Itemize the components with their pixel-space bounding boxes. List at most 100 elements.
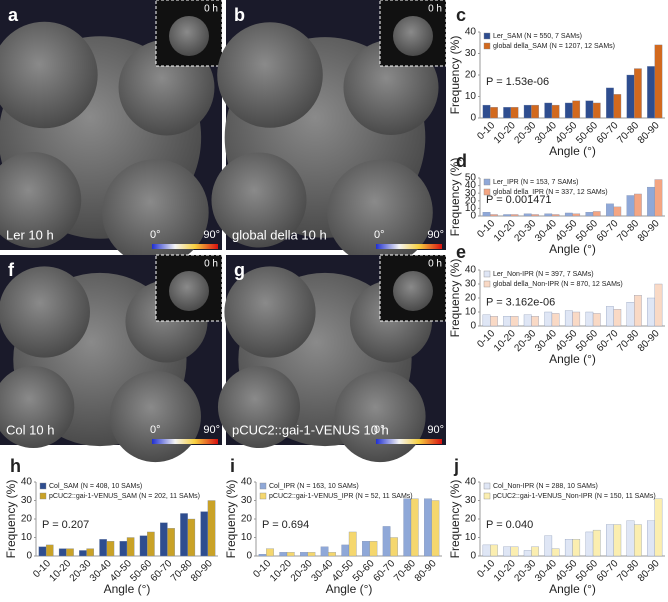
scale-max: 90° xyxy=(427,424,444,436)
x-tick-label: 50-60 xyxy=(574,558,600,584)
bar xyxy=(258,554,267,557)
bar xyxy=(654,179,663,217)
bar xyxy=(544,213,553,217)
annotation: P = 0.694 xyxy=(262,519,309,531)
bar xyxy=(410,498,419,557)
bar xyxy=(490,544,498,557)
bar xyxy=(572,213,581,217)
scale-min: 0° xyxy=(150,424,161,436)
bar xyxy=(647,520,655,557)
bar xyxy=(544,311,553,327)
bar xyxy=(119,541,128,557)
panel-letter: h xyxy=(10,456,21,476)
bar xyxy=(585,311,594,327)
bar xyxy=(564,539,573,557)
bar xyxy=(564,310,573,327)
bar xyxy=(160,522,168,557)
bar xyxy=(654,498,663,557)
y-tick-label: 50 xyxy=(465,173,477,184)
bar xyxy=(490,107,498,119)
x-tick-label: 70-80 xyxy=(169,558,195,584)
color-bar xyxy=(376,439,442,444)
y-axis-label: Frequency (%) xyxy=(4,480,18,559)
x-tick-label: 70-80 xyxy=(615,120,641,146)
x-tick-label: 50-60 xyxy=(574,120,600,146)
bar xyxy=(544,102,553,119)
y-tick-label: 0 xyxy=(470,211,476,222)
legend-swatch xyxy=(483,482,491,490)
x-tick-label: 10-20 xyxy=(492,558,518,584)
x-axis-label: Angle (°) xyxy=(549,582,596,596)
x-axis-label: Angle (°) xyxy=(549,144,596,158)
x-tick-label: 70-80 xyxy=(615,218,641,244)
x-tick-label: 60-70 xyxy=(595,120,621,146)
x-tick-label: 70-80 xyxy=(615,558,641,584)
inset-tissue xyxy=(169,16,209,56)
bar xyxy=(510,546,519,557)
y-tick-label: 40 xyxy=(465,27,477,38)
x-tick-label: 40-50 xyxy=(108,558,134,584)
y-tick-label: 30 xyxy=(465,188,477,199)
bar xyxy=(341,544,350,557)
inset-label: 0 h xyxy=(428,259,442,270)
y-axis-label: Frequency (%) xyxy=(448,259,462,338)
bar xyxy=(86,548,94,557)
bar xyxy=(482,314,491,327)
bar xyxy=(585,531,594,557)
x-tick-label: 40-50 xyxy=(330,558,356,584)
bar xyxy=(544,535,553,557)
scale-min: 0° xyxy=(374,424,385,436)
x-tick-label: 80-90 xyxy=(636,558,662,584)
color-bar xyxy=(152,244,218,249)
x-axis-label: Angle (°) xyxy=(549,352,596,366)
panel-letter: g xyxy=(234,260,245,280)
scale-min: 0° xyxy=(150,229,161,241)
bar xyxy=(613,524,622,557)
bar xyxy=(126,537,135,557)
bar xyxy=(66,548,74,557)
y-axis-label: Frequency (%) xyxy=(448,36,462,115)
x-tick-label: 60-70 xyxy=(595,328,621,354)
bar xyxy=(510,107,519,119)
x-tick-label: 80-90 xyxy=(636,218,662,244)
bar xyxy=(626,74,635,119)
bar xyxy=(180,513,188,557)
y-tick-label: 10 xyxy=(465,91,477,102)
image-caption: Col 10 h xyxy=(6,422,54,437)
image-caption: Ler 10 h xyxy=(6,227,54,242)
bar xyxy=(503,214,511,217)
legend-label: pCUC2::gai-1-VENUS_SAM (N = 202, 11 SAMs… xyxy=(49,493,200,500)
x-tick-label: 10-20 xyxy=(47,558,73,584)
x-tick-label: 10-20 xyxy=(492,328,518,354)
panel-letter: j xyxy=(453,456,459,476)
x-tick-label: 70-80 xyxy=(392,558,418,584)
bar xyxy=(551,214,560,217)
tissue xyxy=(0,21,98,129)
y-tick-label: 10 xyxy=(465,532,477,543)
bar xyxy=(592,102,601,119)
legend-label: Col_IPR (N = 163, 10 SAMs) xyxy=(269,483,359,490)
bar xyxy=(523,213,532,217)
inset-tissue xyxy=(393,271,433,311)
x-tick-label: 70-80 xyxy=(615,328,641,354)
y-tick-label: 20 xyxy=(465,195,477,206)
legend-label: Ler_IPR (N = 153, 7 SAMs) xyxy=(493,179,578,186)
legend-label: global della_Non-IPR (N = 870, 12 SAMs) xyxy=(493,281,623,288)
tissue xyxy=(217,22,323,128)
bar xyxy=(585,100,594,119)
bar xyxy=(613,206,622,217)
panel-letter: c xyxy=(456,5,466,25)
x-tick-label: 30-40 xyxy=(533,218,559,244)
legend-swatch xyxy=(483,270,491,278)
legend-label: Col_SAM (N = 408, 10 SAMs) xyxy=(49,483,142,490)
bar xyxy=(531,214,539,217)
scale-max: 90° xyxy=(203,424,220,436)
tissue xyxy=(109,370,201,463)
scale-max: 90° xyxy=(203,229,220,241)
inset-label: 0 h xyxy=(204,259,218,270)
bar xyxy=(634,68,642,119)
bar xyxy=(523,104,532,119)
x-tick-label: 20-30 xyxy=(513,120,539,146)
tissue xyxy=(102,159,209,266)
y-tick-label: 40 xyxy=(241,477,253,488)
